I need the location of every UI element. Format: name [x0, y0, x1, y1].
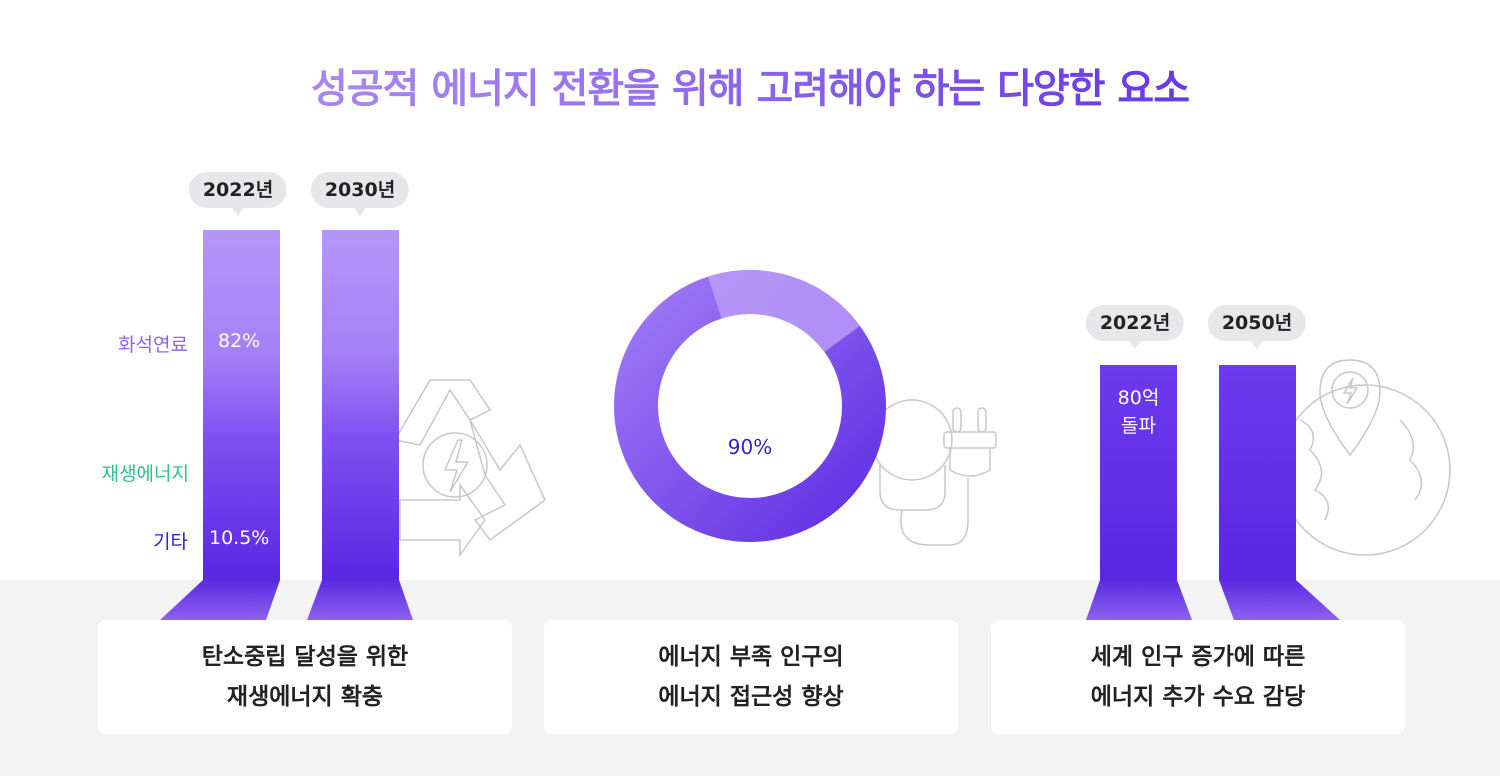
data-label-population: 80억 돌파 — [1117, 387, 1160, 437]
year-pill-2030: 2030년 — [310, 172, 410, 216]
card-renewable-expansion: 탄소중립 달성을 위한 재생에너지 확충 — [98, 620, 512, 734]
lightbulb-plug-icon — [871, 399, 997, 546]
donut-center-label: 90% — [728, 435, 772, 459]
year-pill-2022-population: 2022년 — [1085, 305, 1185, 349]
card-energy-access-text: 에너지 부족 인구의 에너지 접근성 향상 — [658, 644, 844, 710]
shadow-bar-2022-energy-mix — [160, 580, 280, 620]
card-additional-demand: 세계 인구 증가에 따른 에너지 추가 수요 감당 — [991, 620, 1405, 734]
donut-highlight-slice — [707, 270, 861, 353]
legend-other: 기타 — [153, 531, 188, 553]
bar-2022-population — [1100, 365, 1177, 580]
globe-location-icon — [1279, 359, 1451, 556]
shadow-bar-2030-energy-mix — [307, 580, 413, 620]
card-energy-access: 에너지 부족 인구의 에너지 접근성 향상 — [544, 620, 958, 734]
bar-2030-energy-mix — [322, 230, 399, 580]
year-pill-2022: 2022년 — [188, 172, 288, 216]
recycle-energy-icon — [393, 379, 546, 558]
bar-2050-population — [1219, 365, 1296, 580]
legend-fossil: 화석연료 — [118, 334, 188, 356]
data-label-fossil: 82% — [218, 330, 261, 352]
bar-2022-energy-mix — [203, 230, 280, 580]
card-additional-demand-text: 세계 인구 증가에 따른 에너지 추가 수요 감당 — [1090, 644, 1306, 710]
legend-renewable: 재생에너지 — [101, 463, 189, 485]
card-renewable-expansion-text: 탄소중립 달성을 위한 재생에너지 확충 — [201, 644, 409, 710]
shadow-bar-2022-population — [1086, 580, 1192, 620]
shadow-bar-2050-population — [1219, 580, 1340, 620]
page-title: 성공적 에너지 전환을 위해 고려해야 하는 다양한 요소 — [0, 56, 1500, 114]
year-pill-2050-population: 2050년 — [1207, 305, 1307, 349]
data-label-other: 10.5% — [209, 527, 270, 549]
